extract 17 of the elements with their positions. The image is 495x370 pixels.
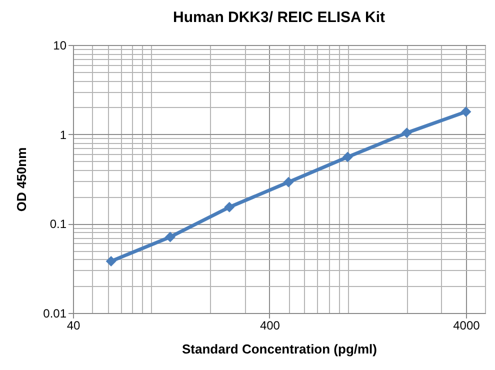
x-tick-label: 40 xyxy=(66,318,80,332)
point xyxy=(402,128,412,138)
chart-title: Human DKK3/ REIC ELISA Kit xyxy=(173,9,385,26)
point xyxy=(283,176,294,188)
x-axis-title: Standard Concentration (pg/ml) xyxy=(182,342,377,356)
point xyxy=(342,152,353,162)
y-tick-label: 10 xyxy=(53,38,67,52)
point xyxy=(106,256,116,266)
x-tick-label: 4000 xyxy=(453,318,480,332)
y-tick-label: 0.1 xyxy=(50,217,67,232)
y-tick-label: 1 xyxy=(60,128,67,142)
y-axis-title: OD 450nm xyxy=(14,147,30,212)
point xyxy=(224,202,235,212)
point xyxy=(164,232,176,242)
point xyxy=(460,106,472,117)
x-tick-label: 400 xyxy=(260,318,280,332)
y-tick-label: 0.01 xyxy=(43,306,67,320)
